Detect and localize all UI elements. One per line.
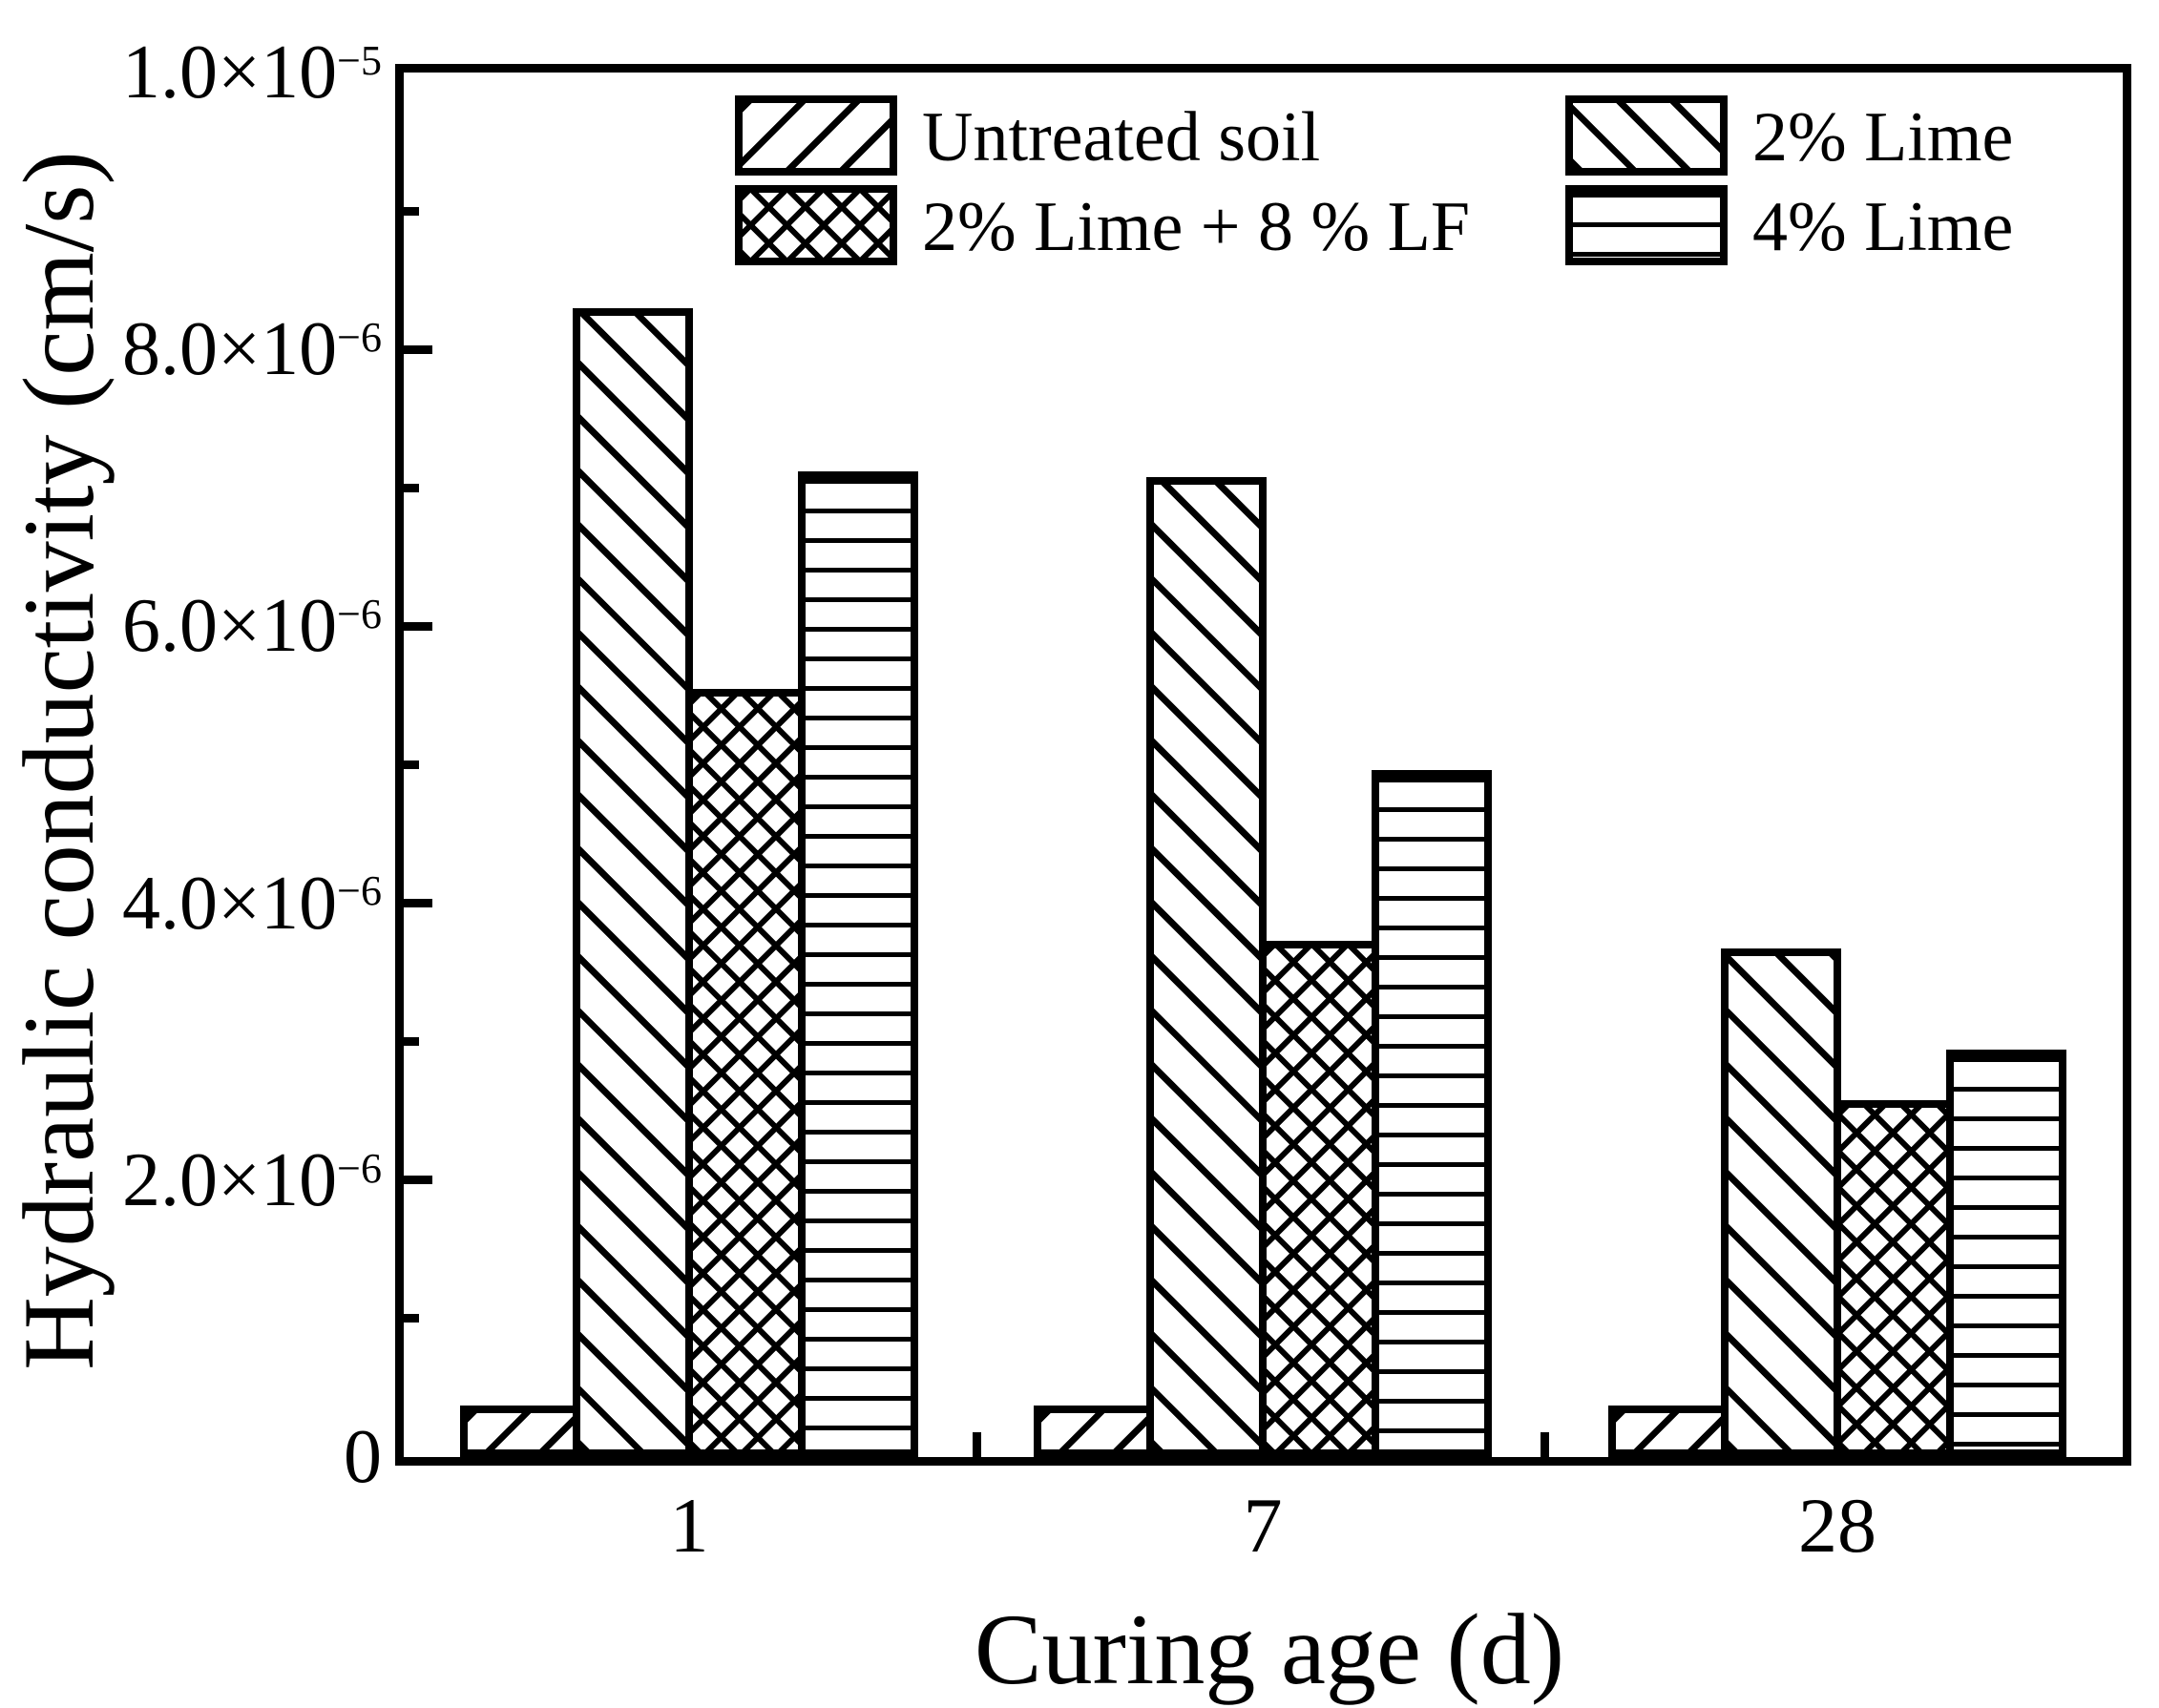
y-tick-label-mantissa: 8.0×10 [122,307,338,392]
y-tick-label-mantissa: 1.0×10 [122,31,338,115]
y-tick-label: 6.0×10−6 [0,578,382,674]
legend-label: 2% Lime [1752,98,2014,177]
y-tick-label-exponent: −6 [337,1144,382,1192]
y-tick-label-exponent: −6 [337,867,382,915]
y-tick-label: 4.0×10−6 [0,856,382,951]
plot-area [395,64,2131,1466]
y-tick-label: 1.0×10−5 [0,25,382,120]
y-tick-label: 8.0×10−6 [0,302,382,397]
y-tick-label-exponent: −6 [337,591,382,638]
y-major-tick [404,621,432,631]
legend-swatch-crosshatch [735,185,897,265]
bar-crosshatch-group-1 [685,689,806,1457]
y-tick-label-mantissa: 2.0×10 [122,1137,338,1222]
bar-diagonal-back-group-28 [1721,948,1841,1457]
y-tick-label-exponent: −6 [337,314,382,361]
y-tick-label-mantissa: 0 [344,1415,382,1499]
bar-crosshatch-group-7 [1259,941,1379,1457]
legend-swatch-diagonal-back [1565,95,1728,176]
x-tick-label-7: 7 [1243,1482,1283,1569]
y-minor-tick [404,1037,419,1047]
x-tick-label-28: 28 [1798,1482,1876,1569]
y-minor-tick [404,760,419,769]
bar-crosshatch-group-28 [1834,1100,1954,1457]
bar-horizontal-group-1 [798,471,918,1457]
bar-diagonal-forward-group-28 [1608,1406,1729,1457]
y-major-tick [404,344,432,354]
y-major-tick [404,899,432,908]
y-minor-tick [404,206,419,216]
x-axis-tick [972,1432,981,1457]
legend-swatch-horizontal [1565,185,1728,265]
x-axis-title: Curing age (d) [974,1593,1565,1705]
bar-diagonal-back-group-7 [1146,477,1267,1457]
y-major-tick [404,1176,432,1185]
legend-label: Untreated soil [922,98,1321,177]
bar-diagonal-forward-group-1 [460,1406,580,1457]
y-tick-label-mantissa: 4.0×10 [122,861,338,946]
y-minor-tick [404,1314,419,1323]
bar-horizontal-group-7 [1372,770,1492,1457]
x-axis-tick [1540,1432,1549,1457]
y-tick-label-mantissa: 6.0×10 [122,584,338,669]
legend-label: 4% Lime [1752,188,2014,266]
legend-swatch-diagonal-forward [735,95,897,176]
bar-diagonal-forward-group-7 [1034,1406,1154,1457]
y-minor-tick [404,483,419,492]
legend-label: 2% Lime + 8 % LF [922,188,1471,266]
x-tick-label-1: 1 [669,1482,709,1569]
y-tick-label: 0 [0,1409,382,1505]
y-tick-label-exponent: −5 [337,36,382,84]
bar-diagonal-back-group-1 [573,308,693,1457]
y-tick-label: 2.0×10−6 [0,1133,382,1228]
bar-horizontal-group-28 [1946,1050,2066,1457]
